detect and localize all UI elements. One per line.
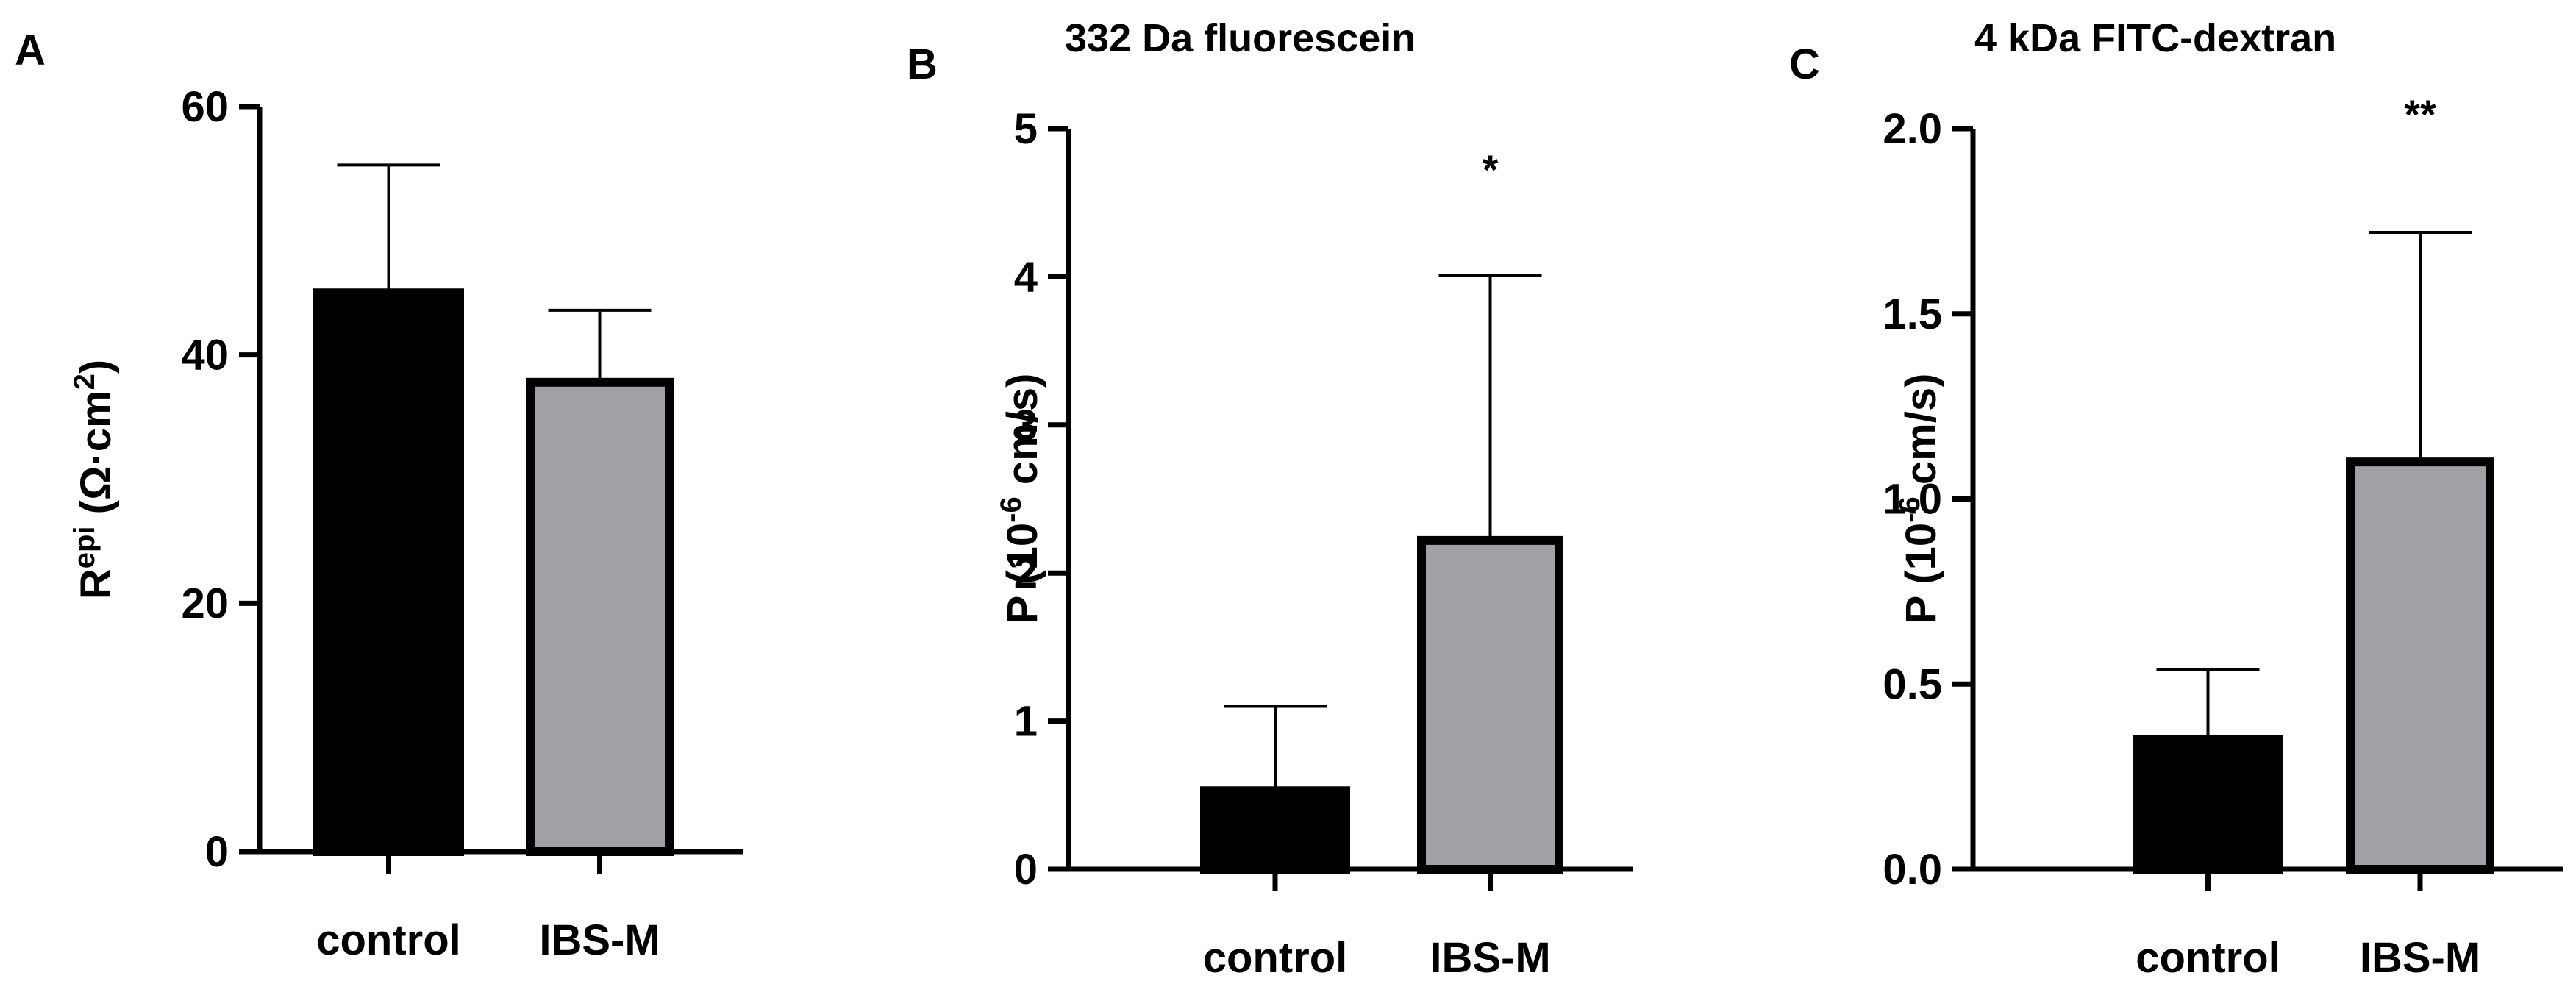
y-tick-label: 0.0: [1883, 846, 1942, 894]
y-axis-label-superscript: -6: [1894, 496, 1926, 523]
y-tick-label: 0.5: [1883, 660, 1942, 708]
y-axis-label-superscript: epi: [68, 526, 101, 568]
category-label: IBS-M: [2360, 934, 2480, 982]
bar-ibs-m: [2346, 457, 2494, 874]
bar-ibs-m: [526, 377, 674, 856]
panel-a: A 0 20 40 60 control IBS-M Repi (Ω·cm2): [15, 26, 743, 964]
y-axis-label-superscript: -6: [995, 496, 1027, 523]
bar-control: [1200, 786, 1350, 874]
y-tick-label: 4: [1014, 253, 1038, 301]
panel-c: C 4 kDa FITC-dextran 0.0 0.5 1.0 1.5 2.0 contro…: [1789, 16, 2563, 982]
category-label: IBS-M: [1430, 934, 1550, 982]
chart-title: 332 Da fluorescein: [1065, 16, 1416, 60]
panel-letter: B: [907, 40, 938, 88]
significance-marker: *: [1483, 146, 1499, 193]
category-label: control: [1203, 934, 1348, 982]
bar-control: [2133, 735, 2283, 874]
bar-ibs-m: [1417, 535, 1563, 874]
y-axis-label: P (10-6 cm/s): [1894, 374, 1945, 624]
significance-marker: **: [2404, 91, 2436, 138]
category-label: IBS-M: [539, 916, 660, 964]
panel-b: B 332 Da fluorescein 0 1 2 3 4 5 control IBS-M * P …: [907, 16, 1633, 982]
y-axis-label-part: ): [72, 360, 120, 374]
y-axis-label-part: P (10: [999, 523, 1046, 624]
y-tick-label: 60: [181, 83, 229, 131]
y-axis-label: Repi (Ω·cm2): [68, 360, 120, 599]
y-tick-label: 0: [205, 828, 229, 876]
category-label: control: [316, 916, 461, 964]
y-tick-label: 2.0: [1883, 105, 1942, 153]
y-axis-label-part: P (10: [1897, 523, 1945, 624]
chart-title: 4 kDa FITC-dextran: [1974, 16, 2336, 60]
y-tick-label: 5: [1014, 105, 1038, 153]
y-tick-label: 40: [181, 332, 229, 379]
y-tick-label: 20: [181, 579, 229, 627]
y-axis-label-superscript: 2: [68, 374, 101, 390]
y-axis-label-part: R: [72, 568, 120, 599]
y-tick-label: 3: [1014, 402, 1038, 449]
panel-letter: A: [15, 26, 46, 74]
panel-letter: C: [1789, 40, 1820, 88]
y-tick-label: 1.0: [1883, 476, 1942, 524]
bar-control: [313, 288, 464, 856]
y-axis-label-part: cm/s): [1897, 374, 1945, 497]
category-label: control: [2136, 934, 2280, 982]
y-tick-label: 0: [1014, 846, 1038, 894]
y-axis-label-part: cm/s): [999, 374, 1046, 497]
y-tick-label: 1.5: [1883, 290, 1942, 338]
y-tick-label: 1: [1014, 698, 1038, 746]
y-axis-label-part: (Ω·cm: [72, 390, 120, 526]
y-axis-label: P (10-6 cm/s): [995, 374, 1046, 624]
y-tick-label: 2: [1014, 549, 1038, 597]
